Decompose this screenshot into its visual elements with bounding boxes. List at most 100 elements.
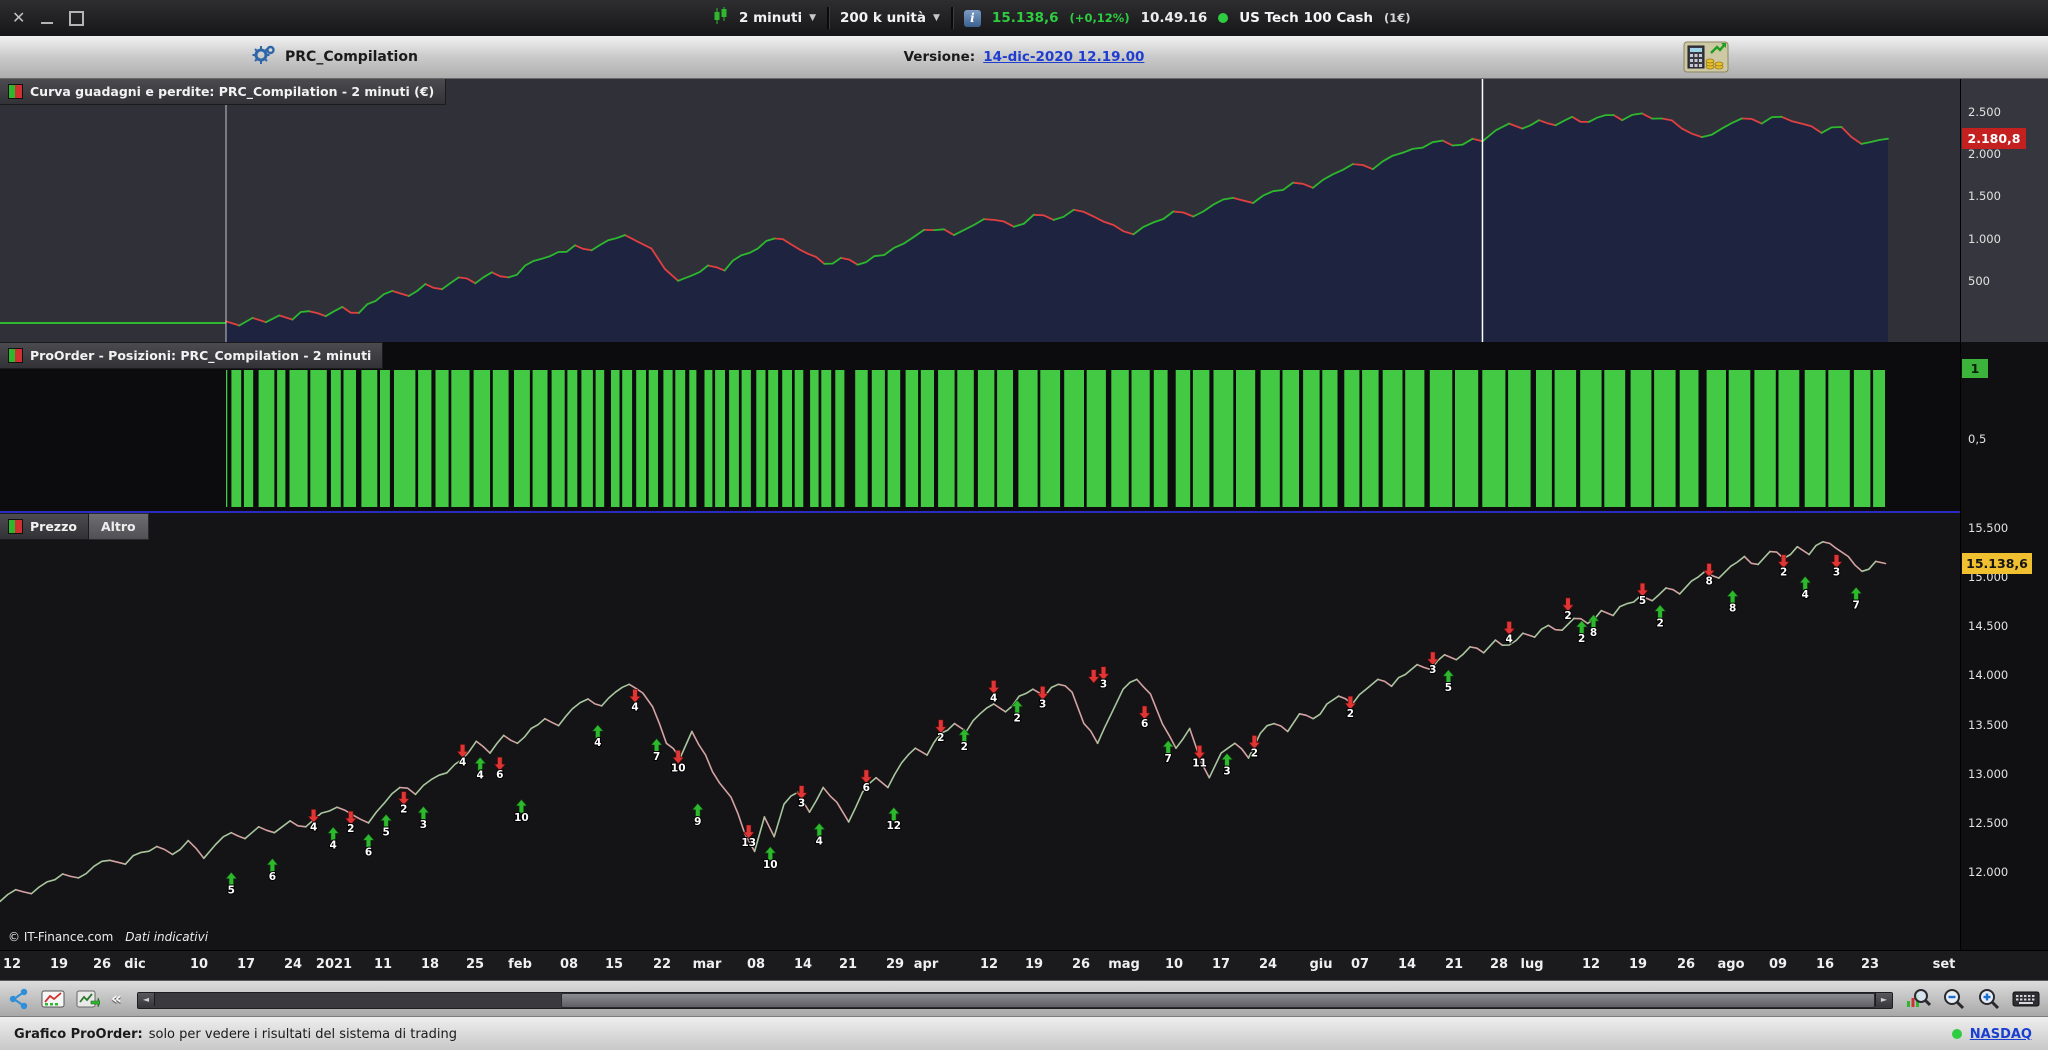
timeframe-value: 2 minuti [739,10,802,26]
instrument-name: US Tech 100 Cash [1239,10,1373,26]
x-axis-label: 24 [284,957,302,972]
price-panel[interactable]: 5644265234461044710913103461222423367113… [0,513,2048,950]
trade-count-label: 8 [1705,576,1712,588]
units-dropdown[interactable]: 200 k unità ▼ [840,10,940,26]
equity-curve-panel[interactable]: Curva guadagni e perdite: PRC_Compilatio… [0,78,2048,343]
trade-count-label: 3 [798,798,805,810]
buy-arrow-icon: 4 [328,827,339,852]
export-chart-icon[interactable] [76,989,100,1009]
tab-positions[interactable]: ProOrder - Posizioni: PRC_Compilation - … [0,342,383,369]
x-axis-label: 24 [1259,957,1277,972]
buy-arrow-icon: 5 [1443,670,1454,695]
x-axis-label: 22 [653,957,671,972]
trade-count-label: 3 [1039,698,1046,710]
trade-count-label: 2 [1014,713,1021,725]
zoom-in-icon[interactable] [1977,987,2001,1011]
trade-count-label: 4 [1506,634,1513,646]
trade-count-label: 4 [330,839,337,851]
y-axis-label: 14.000 [1968,668,2008,682]
indicative-data-note: Dati indicativi [125,930,208,944]
price-axis: 15.50015.00014.50014.00013.50013.00012.5… [1960,513,2048,950]
sell-arrow-icon: 5 [1637,583,1648,607]
trade-count-label: 6 [365,846,372,858]
collapse-toolbar-button[interactable]: « [111,989,122,1009]
buy-arrow-icon: 3 [1222,753,1233,778]
trade-count-label: 6 [269,871,276,883]
report-button[interactable] [1683,41,1729,77]
trade-count-label: 5 [1639,595,1646,607]
info-icon[interactable]: i [964,10,981,27]
sell-arrow-icon: 3 [1427,652,1438,676]
buy-arrow-icon: 6 [267,858,278,883]
scroll-right-button[interactable]: ► [1875,993,1892,1006]
sell-arrow-icon: 6 [494,757,505,781]
timeframe-dropdown[interactable]: 2 minuti ▼ [739,10,816,26]
y-axis-label: 13.000 [1968,767,2008,781]
x-axis-label: 12 [980,957,998,972]
version-group: Versione: 14-dic-2020 12.19.00 [0,36,2048,78]
equity-curve-chart[interactable] [0,78,2048,342]
exchange-link[interactable]: NASDAQ [1970,1027,2032,1042]
version-link[interactable]: 14-dic-2020 12.19.00 [983,49,1144,65]
trade-count-label: 2 [1251,748,1258,760]
trade-count-label: 6 [1141,718,1148,730]
buy-arrow-icon: 7 [651,739,662,764]
tab-other[interactable]: Altro [89,513,149,540]
trade-count-label: 8 [1729,603,1736,615]
trade-count-label: 12 [886,820,901,832]
zoom-to-data-icon[interactable] [1905,987,1931,1011]
price-change: (+0,12%) [1070,11,1130,25]
sell-arrow-icon [1088,670,1099,684]
trade-count-label: 4 [459,756,466,768]
window-controls: ✕ [12,0,84,36]
buy-arrow-icon: 2 [959,729,970,754]
exchange-status-dot [1952,1029,1962,1039]
chart-legend-icon [8,84,23,99]
topbar-instrument-group: 2 minuti ▼ 200 k unità ▼ i 15.138,6 (+0,… [712,0,1411,36]
buy-arrow-icon: 2 [1655,605,1666,630]
keyboard-icon[interactable] [2012,990,2040,1008]
buy-arrow-icon: 5 [381,814,392,839]
chart-snapshot-icon[interactable] [41,989,65,1009]
statusbar: Grafico ProOrder: solo per vedere i risu… [0,1016,2048,1050]
buy-arrow-icon: 4 [475,757,486,782]
buy-arrow-icon: 2 [1576,621,1587,646]
sell-arrow-icon: 2 [1778,555,1789,579]
trade-count-label: 10 [671,762,686,774]
x-axis-label: 21 [839,957,857,972]
trade-count-label: 2 [347,823,354,835]
horizontal-scrollbar-thumb[interactable] [561,993,1875,1008]
y-axis-label: 12.500 [1968,816,2008,830]
trade-count-label: 4 [594,737,601,749]
scroll-left-button[interactable]: ◄ [138,993,155,1006]
trade-count-label: 2 [1564,610,1571,622]
y-axis-column: 2.5002.0001.5001.000500 0,5 15.50015.000… [1960,78,2048,950]
minimize-icon[interactable] [41,12,53,24]
sell-arrow-icon: 4 [457,744,468,768]
chart-horizontal-scrollbar[interactable]: ◄ ► [137,992,1893,1009]
x-axis-label: set [1933,957,1956,972]
trade-count-label: 10 [514,812,529,824]
buy-arrow-icon: 10 [763,847,778,872]
x-axis-label: 23 [1861,957,1879,972]
trading-platform-window: ✕ 2 minuti ▼ 200 k unità ▼ [0,0,2048,1050]
x-axis-label: 26 [1072,957,1090,972]
status-label: Grafico ProOrder: [14,1027,143,1042]
x-axis-label: 18 [421,957,439,972]
trade-count-label: 7 [1852,600,1859,612]
trade-count-label: 3 [1833,567,1840,579]
zoom-out-icon[interactable] [1942,987,1966,1011]
trade-count-label: 7 [1165,753,1172,765]
x-axis-label: 21 [1445,957,1463,972]
tab-equity-curve[interactable]: Curva guadagni e perdite: PRC_Compilatio… [0,78,446,105]
close-icon[interactable]: ✕ [12,10,25,26]
trade-count-label: 13 [741,837,756,849]
buy-arrow-icon: 10 [514,799,529,824]
trade-count-label: 4 [990,693,997,705]
maximize-icon[interactable] [69,11,84,26]
buy-arrow-icon: 7 [1851,587,1862,612]
positions-panel[interactable]: ProOrder - Posizioni: PRC_Compilation - … [0,342,2048,513]
tab-price[interactable]: Prezzo [0,513,89,540]
price-chart[interactable]: 5644265234461044710913103461222423367113… [0,513,2048,950]
share-icon[interactable] [8,988,30,1010]
